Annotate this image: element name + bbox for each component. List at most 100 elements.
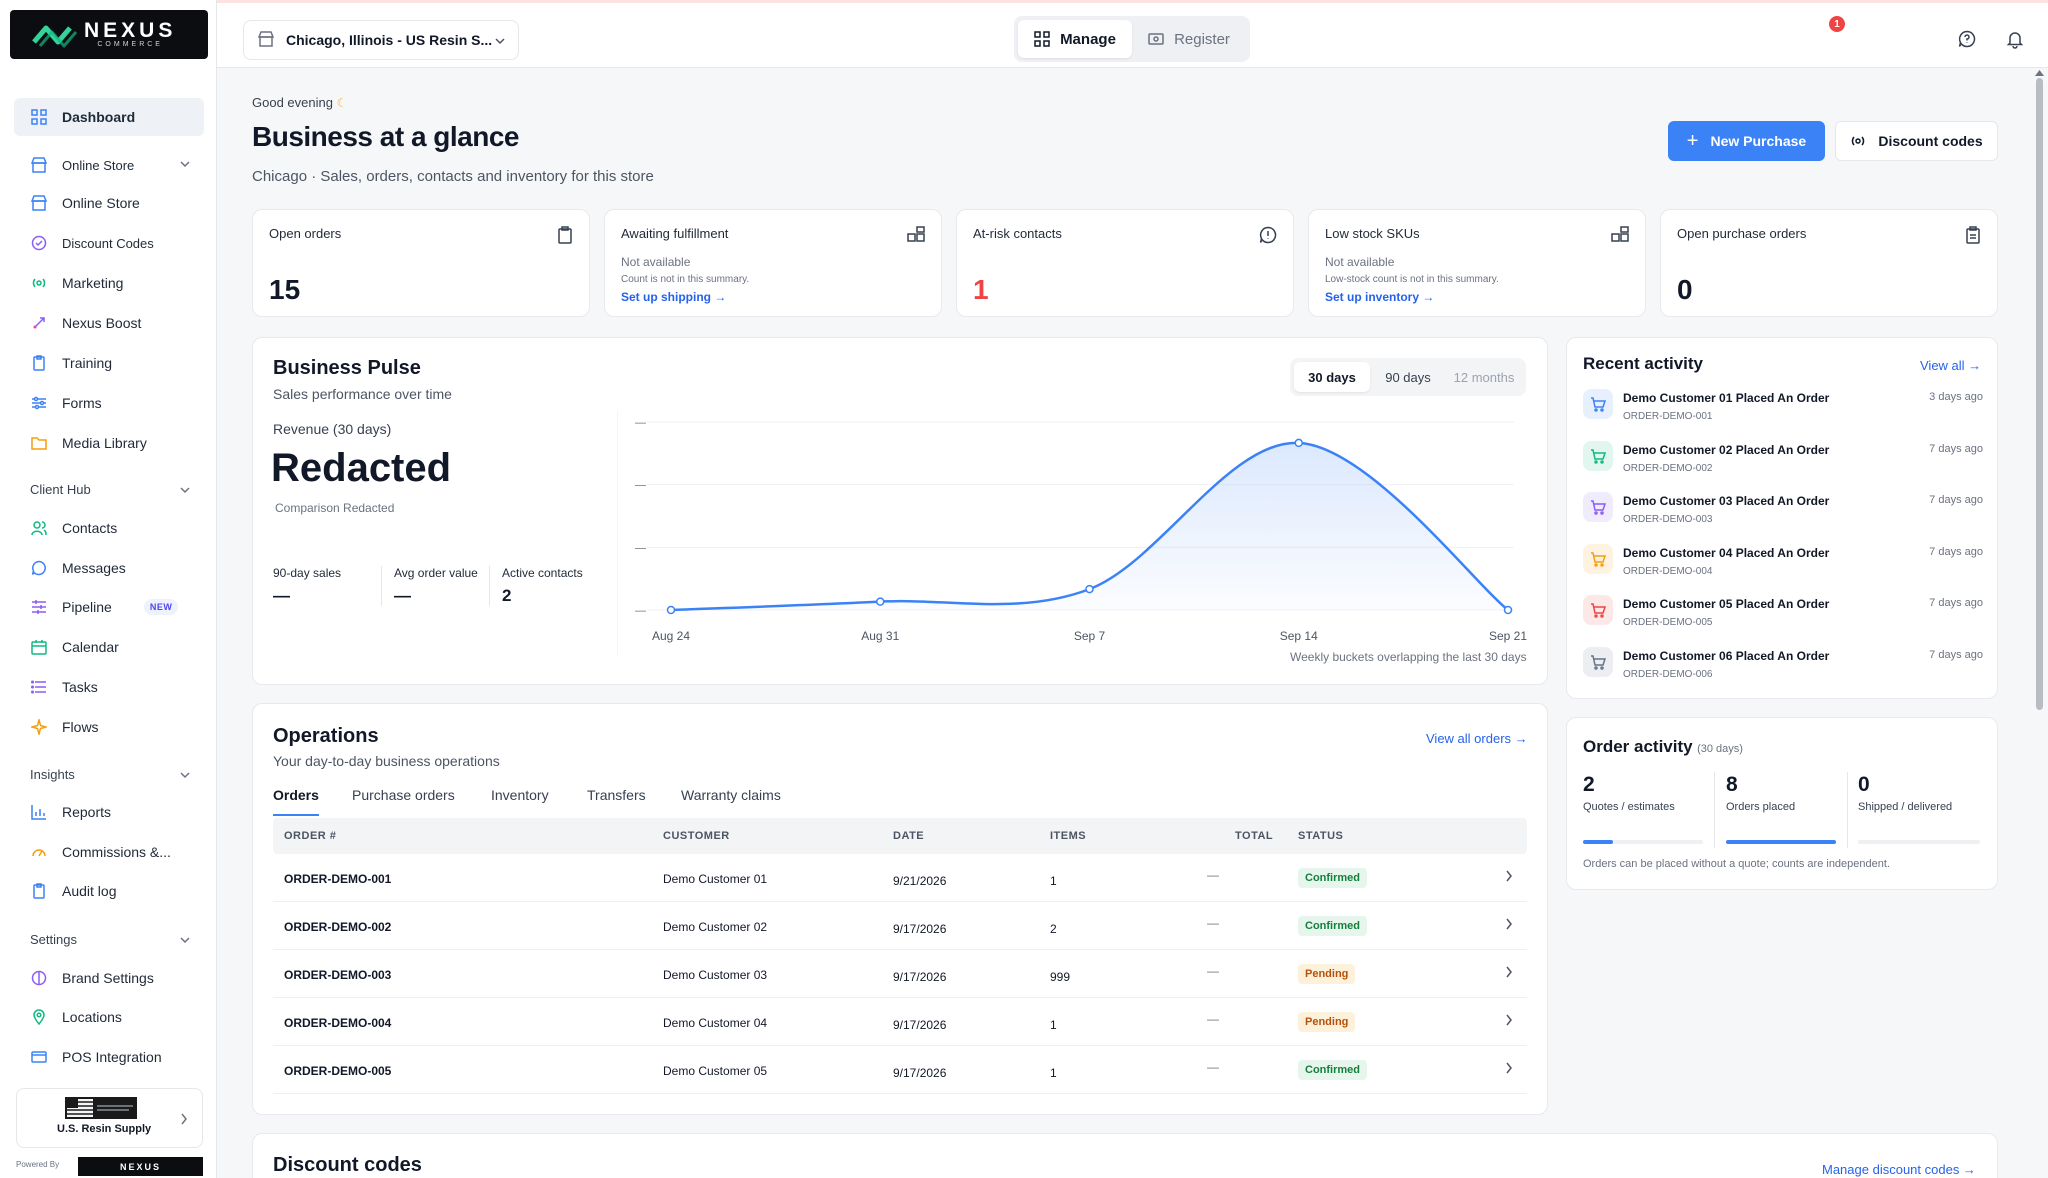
setup-inventory-link[interactable]: Set up inventory → bbox=[1325, 290, 1435, 304]
sidebar-item-contacts[interactable]: Contacts bbox=[14, 509, 204, 547]
cell-order[interactable]: ORDER-DEMO-001 bbox=[284, 872, 392, 886]
table-row[interactable]: ORDER-DEMO-003 Demo Customer 03 9/17/2026 9… bbox=[273, 950, 1527, 998]
sidebar-item-training[interactable]: Training bbox=[14, 344, 204, 382]
manage-discount-codes-link[interactable]: Manage discount codes → bbox=[1822, 1162, 1976, 1177]
kpi-value: 0 bbox=[1677, 274, 1693, 305]
tab-transfers[interactable]: Transfers bbox=[587, 787, 646, 803]
sidebar-item-label: POS Integration bbox=[62, 1049, 162, 1065]
tab-purchase-orders[interactable]: Purchase orders bbox=[352, 787, 455, 803]
sparkle-icon bbox=[30, 718, 48, 736]
mode-register-button[interactable]: Register bbox=[1132, 20, 1246, 58]
cart-icon bbox=[1583, 595, 1613, 625]
setup-shipping-link[interactable]: Set up shipping → bbox=[621, 290, 727, 304]
table-row[interactable]: ORDER-DEMO-005 Demo Customer 05 9/17/2026 1… bbox=[273, 1046, 1527, 1094]
table-row[interactable]: ORDER-DEMO-002 Demo Customer 02 9/17/2026 2… bbox=[273, 902, 1527, 950]
sidebar-item-discount-codes[interactable]: Discount Codes bbox=[14, 224, 204, 262]
sidebar-item-calendar[interactable]: Calendar bbox=[14, 628, 204, 666]
chart-data-point[interactable] bbox=[1294, 438, 1303, 448]
view-all-orders-link[interactable]: View all orders → bbox=[1426, 731, 1528, 746]
chart-x-tick-label: Sep 21 bbox=[1489, 629, 1527, 643]
sidebar-item-forms[interactable]: Forms bbox=[14, 384, 204, 422]
activity-item[interactable]: Demo Customer 05 Placed An Order ORDER-DE… bbox=[1583, 595, 1983, 639]
register-icon bbox=[1148, 32, 1164, 46]
sidebar-item-tasks[interactable]: Tasks bbox=[14, 668, 204, 706]
store-location-select[interactable]: Chicago, Illinois - US Resin S... bbox=[243, 20, 519, 60]
chevron-right-icon[interactable] bbox=[1505, 918, 1513, 930]
kpi-card-at-risk-contacts[interactable]: At-risk contacts 1 bbox=[956, 209, 1294, 317]
help-chat-icon[interactable] bbox=[1957, 29, 1977, 49]
section-client-hub[interactable]: Client Hub bbox=[30, 482, 190, 497]
activity-item[interactable]: Demo Customer 06 Placed An Order ORDER-DE… bbox=[1583, 646, 1983, 691]
chevron-down-icon bbox=[180, 486, 190, 493]
tab-inventory[interactable]: Inventory bbox=[491, 787, 549, 803]
chart-data-point[interactable] bbox=[666, 605, 676, 615]
chart-data-point[interactable] bbox=[1085, 584, 1094, 594]
cart-icon bbox=[1583, 440, 1613, 471]
powered-by-logo: NEXUS bbox=[78, 1157, 203, 1176]
activity-item[interactable]: Demo Customer 02 Placed An Order ORDER-DE… bbox=[1583, 440, 1983, 485]
sidebar-item-label: Brand Settings bbox=[62, 970, 154, 986]
section-settings[interactable]: Settings bbox=[30, 932, 190, 947]
operations-title: Operations bbox=[273, 725, 379, 747]
nexus-logo[interactable]: NEXUS COMMERCE bbox=[10, 10, 208, 59]
chevron-right-icon[interactable] bbox=[1505, 1062, 1513, 1074]
chart-y-tick-label: — bbox=[635, 480, 646, 492]
cell-order[interactable]: ORDER-DEMO-003 bbox=[284, 968, 392, 982]
discount-codes-card bbox=[252, 1133, 1998, 1178]
activity-item[interactable]: Demo Customer 01 Placed An Order ORDER-DE… bbox=[1583, 389, 1983, 433]
sidebar-item-reports[interactable]: Reports bbox=[14, 793, 204, 831]
broadcast-icon bbox=[30, 274, 48, 292]
new-purchase-label: New Purchase bbox=[1710, 133, 1807, 149]
sidebar-item-audit-log[interactable]: Audit log bbox=[14, 872, 204, 910]
sidebar-item-online-store[interactable]: Online Store bbox=[14, 184, 204, 222]
range-tab-12-months[interactable]: 12 months bbox=[1453, 369, 1515, 385]
page-scrollbar[interactable] bbox=[2034, 70, 2044, 1178]
sidebar-item-messages[interactable]: Messages bbox=[14, 549, 204, 587]
sidebar-item-marketing[interactable]: Marketing bbox=[14, 264, 204, 302]
sidebar-item-pipeline[interactable]: Pipeline NEW bbox=[14, 588, 204, 626]
chevron-right-icon[interactable] bbox=[1505, 870, 1513, 882]
kpi-card-open-orders[interactable]: Open orders 15 bbox=[252, 209, 590, 317]
sidebar-item-label: Reports bbox=[62, 804, 112, 820]
sidebar-item-commissions[interactable]: Commissions &... bbox=[14, 833, 204, 871]
tab-warranty-claims[interactable]: Warranty claims bbox=[681, 787, 781, 803]
table-row[interactable]: ORDER-DEMO-004 Demo Customer 04 9/17/2026 1… bbox=[273, 998, 1527, 1046]
sidebar-item-media-library[interactable]: Media Library bbox=[14, 424, 204, 462]
revenue-label: Revenue (30 days) bbox=[273, 421, 392, 437]
chevron-right-icon[interactable] bbox=[1505, 966, 1513, 978]
cell-order[interactable]: ORDER-DEMO-004 bbox=[284, 1016, 392, 1030]
view-all-activity-link[interactable]: View all → bbox=[1920, 358, 1982, 373]
scrollbar-thumb[interactable] bbox=[2036, 78, 2043, 710]
sidebar-item-online-store-group[interactable]: Online Store bbox=[14, 146, 204, 184]
range-tab-30-days[interactable]: 30 days bbox=[1294, 362, 1370, 392]
chevron-right-icon[interactable] bbox=[1505, 1014, 1513, 1026]
sidebar-item-pos-integration[interactable]: POS Integration bbox=[14, 1038, 204, 1076]
discount-codes-button[interactable]: Discount codes bbox=[1835, 121, 1998, 161]
cell-order[interactable]: ORDER-DEMO-002 bbox=[284, 920, 392, 934]
cell-order[interactable]: ORDER-DEMO-005 bbox=[284, 1064, 392, 1078]
activity-item[interactable]: Demo Customer 04 Placed An Order ORDER-DE… bbox=[1583, 543, 1983, 588]
order-activity-note: Orders can be placed without a quote; co… bbox=[1583, 858, 1890, 870]
activity-title: Demo Customer 03 Placed An Order bbox=[1623, 494, 1830, 508]
cell-customer: Demo Customer 01 bbox=[663, 872, 768, 886]
scroll-up-icon[interactable] bbox=[2035, 70, 2044, 76]
oa-progress-quotes bbox=[1583, 840, 1703, 844]
sidebar-item-nexus-boost[interactable]: Nexus Boost bbox=[14, 304, 204, 342]
sidebar-item-flows[interactable]: Flows bbox=[14, 708, 204, 746]
kpi-card-open-purchase-orders[interactable]: Open purchase orders 0 bbox=[1660, 209, 1998, 317]
section-insights[interactable]: Insights bbox=[30, 767, 190, 782]
activity-order-ref: ORDER-DEMO-001 bbox=[1623, 411, 1713, 422]
new-purchase-button[interactable]: + New Purchase bbox=[1668, 121, 1825, 161]
range-tab-90-days[interactable]: 90 days bbox=[1385, 369, 1431, 385]
table-row[interactable]: ORDER-DEMO-001 Demo Customer 01 9/21/2026 1… bbox=[273, 854, 1527, 902]
bell-icon[interactable] bbox=[2005, 29, 2025, 49]
chart-data-point[interactable] bbox=[1503, 605, 1513, 615]
sidebar-item-dashboard[interactable]: Dashboard bbox=[14, 98, 204, 136]
chart-data-point[interactable] bbox=[876, 597, 885, 606]
activity-item[interactable]: Demo Customer 03 Placed An Order ORDER-DE… bbox=[1583, 492, 1983, 536]
sidebar-item-locations[interactable]: Locations bbox=[14, 998, 204, 1036]
sidebar-item-brand-settings[interactable]: Brand Settings bbox=[14, 959, 204, 997]
mode-manage-button[interactable]: Manage bbox=[1018, 20, 1132, 58]
tab-orders[interactable]: Orders bbox=[273, 787, 319, 803]
store-switcher-card[interactable]: U.S. Resin Supply bbox=[16, 1088, 203, 1148]
